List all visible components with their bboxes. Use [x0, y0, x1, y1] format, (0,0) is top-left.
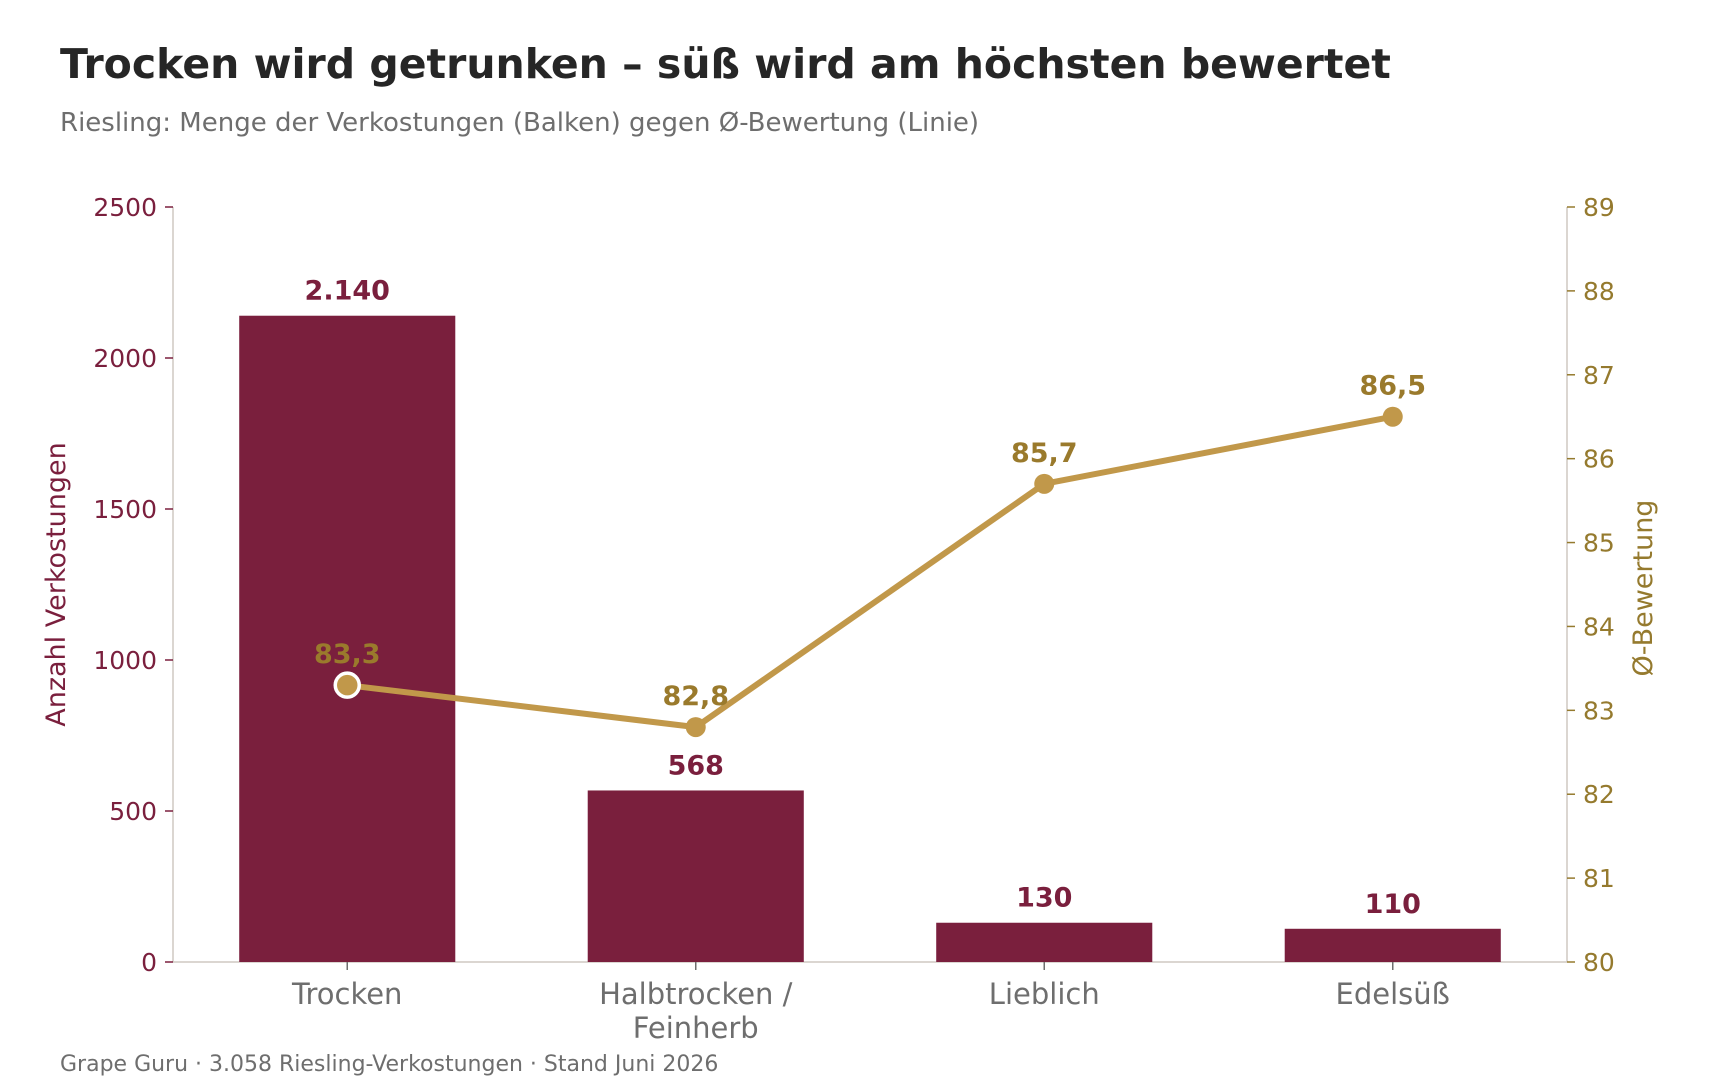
right-axis-tick-label: 83	[1583, 696, 1615, 725]
source-note: Grape Guru · 3.058 Riesling-Verkostungen…	[60, 1052, 719, 1077]
right-axis-tick-label: 82	[1583, 780, 1615, 809]
left-axis-tick-label: 1500	[93, 495, 157, 524]
x-axis-tick-label: Trocken	[291, 977, 402, 1011]
right-axis-tick-label: 88	[1583, 277, 1615, 306]
left-axis-title: Anzahl Verkostungen	[41, 442, 72, 727]
bar	[587, 790, 804, 962]
bar	[936, 922, 1153, 962]
chart-title: Trocken wird getrunken – süß wird am höc…	[60, 40, 1391, 88]
rating-line	[344, 413, 1396, 731]
bar	[1284, 928, 1501, 962]
bar-value-label: 130	[1016, 883, 1072, 914]
x-axis-tick-label: Halbtrocken / Feinherb	[599, 977, 793, 1045]
left-axis-tick-label: 500	[109, 797, 157, 826]
right-axis-tick-label: 87	[1583, 361, 1615, 390]
x-axis-tick-label: Edelsüß	[1336, 977, 1450, 1011]
left-axis-tick-label: 1000	[93, 646, 157, 675]
rating-point	[685, 717, 706, 738]
right-axis-tick-label: 84	[1583, 612, 1615, 641]
right-axis-tick-label: 86	[1583, 445, 1615, 474]
rating-value-label: 86,5	[1359, 371, 1426, 402]
bar	[239, 315, 456, 963]
right-axis-tick-label: 80	[1583, 948, 1615, 977]
right-axis-tick-label: 85	[1583, 529, 1615, 558]
right-axis-tick-label: 89	[1583, 193, 1615, 222]
right-axis-tick-label: 81	[1583, 864, 1615, 893]
bar-value-label: 568	[668, 750, 724, 781]
x-axis-tick-label: Lieblich	[989, 977, 1100, 1011]
rating-point	[333, 671, 361, 699]
left-axis-tick-label: 2500	[93, 193, 157, 222]
chart-subtitle: Riesling: Menge der Verkostungen (Balken…	[60, 108, 980, 138]
left-axis-tick-label: 2000	[93, 344, 157, 373]
rating-point	[1382, 406, 1403, 427]
rating-value-label: 85,7	[1011, 438, 1078, 469]
bar-value-label: 110	[1365, 889, 1421, 920]
bar-value-label: 2.140	[305, 276, 390, 307]
right-axis-title: Ø-Bewertung	[1628, 500, 1659, 677]
rating-value-label: 82,8	[662, 681, 729, 712]
rating-value-label: 83,3	[314, 639, 381, 670]
left-axis-tick-label: 0	[141, 948, 157, 977]
rating-point	[1034, 473, 1055, 494]
